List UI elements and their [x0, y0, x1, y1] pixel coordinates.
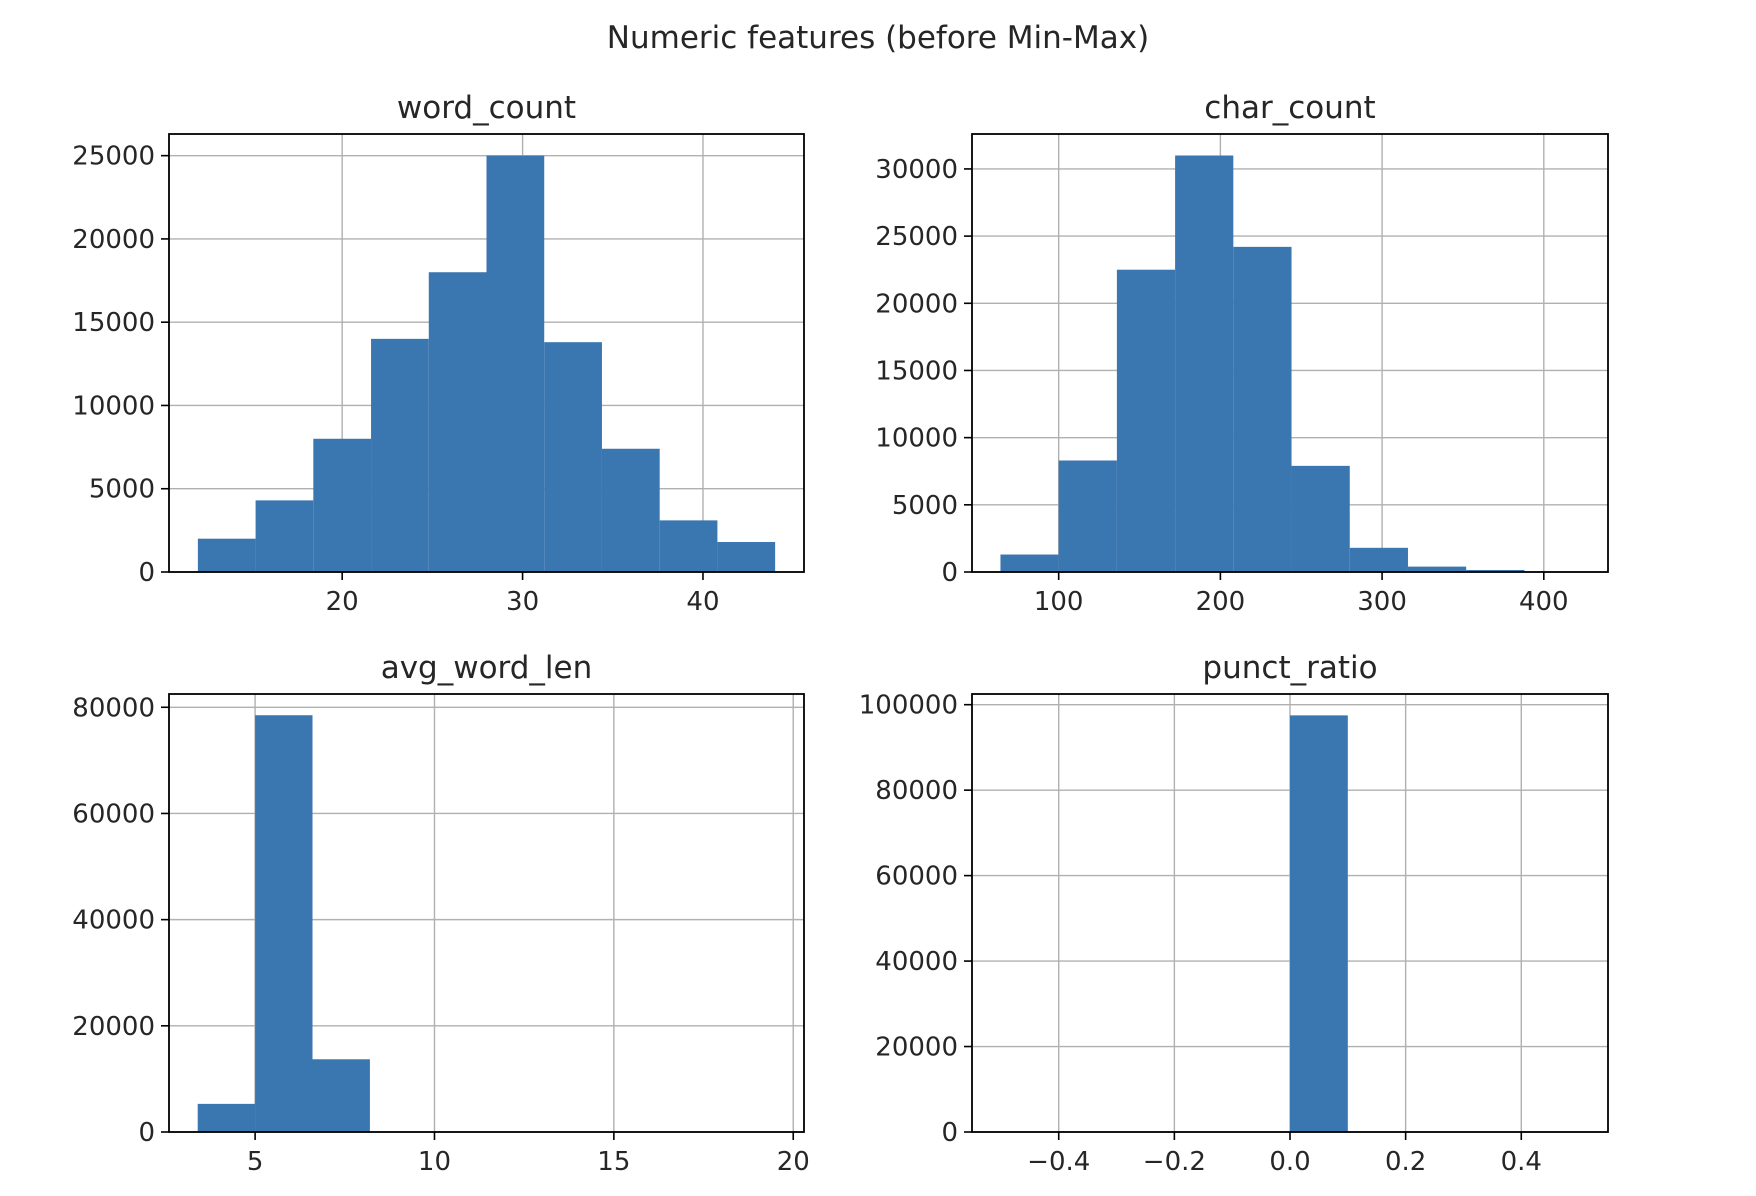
- punct-ratio-y-tick-label-4: 80000: [875, 776, 958, 806]
- word-count-bar-9: [717, 542, 776, 572]
- word-count-x-tick-label-2: 40: [686, 587, 719, 617]
- char-count-bar-4: [1233, 246, 1292, 573]
- word-count-y-tick-label-4: 20000: [72, 225, 155, 255]
- char-count-bar-5: [1291, 465, 1350, 572]
- word-count-y-tick-label-1: 5000: [89, 475, 155, 505]
- char-count-axes-frame: [971, 133, 1609, 573]
- avg-word-len-y-tick-label-0: 0: [138, 1118, 155, 1148]
- avg-word-len-panel: 5 10 15 20 0 20000 40000 60000 80000 avg_word_len: [72, 650, 810, 1177]
- punct-ratio-x-tick-label-0: −0.4: [1027, 1147, 1090, 1177]
- word-count-bar-5: [486, 155, 545, 572]
- avg-word-len-x-tick-label-2: 15: [597, 1147, 630, 1177]
- char-count-y-tick-label-3: 15000: [875, 356, 958, 386]
- char-count-panel: 100 200 300 400 0 5000 10000 15000 20000 25000 300…: [875, 90, 1609, 617]
- word-count-x-tick-label-1: 30: [506, 587, 539, 617]
- char-count-y-tick-label-2: 10000: [875, 424, 958, 454]
- figure-title: Numeric features (before Min-Max): [607, 20, 1149, 56]
- word-count-title: word_count: [397, 90, 576, 126]
- char-count-x-tick-label-0: 100: [1034, 587, 1084, 617]
- word-count-bar-8: [659, 520, 718, 572]
- char-count-y-tick-label-0: 0: [941, 558, 958, 588]
- avg-word-len-x-tick-label-3: 20: [777, 1147, 810, 1177]
- word-count-bar-1: [255, 500, 314, 572]
- avg-word-len-y-tick-label-2: 40000: [72, 906, 155, 936]
- word-count-x-tick-label-0: 20: [326, 587, 359, 617]
- avg-word-len-x-tick-label-1: 10: [418, 1147, 451, 1177]
- char-count-x-tick-label-3: 400: [1519, 587, 1569, 617]
- char-count-x-tick-label-2: 300: [1357, 587, 1407, 617]
- punct-ratio-x-tick-label-3: 0.2: [1385, 1147, 1426, 1177]
- word-count-y-tick-label-0: 0: [138, 558, 155, 588]
- word-count-bar-6: [544, 342, 602, 572]
- char-count-bar-7: [1407, 566, 1467, 572]
- char-count-x-tick-label-1: 200: [1196, 587, 1246, 617]
- word-count-y-tick-label-3: 15000: [72, 308, 155, 338]
- char-count-y-tick-label-1: 5000: [892, 491, 958, 521]
- char-count-bar-8: [1466, 569, 1525, 572]
- punct-ratio-y-tick-label-3: 60000: [875, 862, 958, 892]
- punct-ratio-y-tick-label-5: 100000: [859, 691, 958, 721]
- avg-word-len-bar-1: [255, 715, 313, 1132]
- word-count-bar-4: [428, 272, 487, 572]
- word-count-bar-2: [313, 438, 372, 572]
- word-count-bar-3: [371, 338, 429, 572]
- avg-word-len-title: avg_word_len: [381, 650, 593, 686]
- avg-word-len-y-tick-label-1: 20000: [72, 1012, 155, 1042]
- char-count-title: char_count: [1204, 90, 1375, 126]
- punct-ratio-x-tick-label-2: 0.0: [1269, 1147, 1310, 1177]
- char-count-bar-2: [1116, 269, 1176, 572]
- avg-word-len-bar-0: [197, 1103, 256, 1132]
- punct-ratio-panel: −0.4 −0.2 0.0 0.2 0.4 0 20000 40000 60000 80000 10…: [859, 650, 1609, 1177]
- punct-ratio-x-tick-label-4: 0.4: [1501, 1147, 1542, 1177]
- char-count-bar-6: [1349, 547, 1408, 572]
- punct-ratio-bar-5: [1290, 715, 1348, 1132]
- word-count-bar-0: [197, 538, 256, 572]
- avg-word-len-bar-2: [312, 1059, 370, 1132]
- word-count-bar-7: [601, 448, 660, 572]
- punct-ratio-y-tick-label-2: 40000: [875, 947, 958, 977]
- word-count-panel: 20 30 40 0 5000 10000 15000 20000 25000 word_coun…: [72, 90, 805, 617]
- char-count-bar-1: [1058, 460, 1117, 572]
- punct-ratio-x-tick-label-1: −0.2: [1143, 1147, 1206, 1177]
- char-count-y-tick-label-5: 25000: [875, 222, 958, 252]
- punct-ratio-title: punct_ratio: [1202, 650, 1377, 686]
- punct-ratio-y-tick-label-0: 0: [941, 1118, 958, 1148]
- word-count-y-tick-label-2: 10000: [72, 391, 155, 421]
- char-count-bar-0: [1000, 554, 1059, 572]
- word-count-y-tick-label-5: 25000: [72, 142, 155, 172]
- avg-word-len-y-tick-label-3: 60000: [72, 799, 155, 829]
- char-count-y-tick-label-4: 20000: [875, 289, 958, 319]
- subplot-grid: 20 30 400500010000150002000025000word_coun…: [72, 90, 1609, 1177]
- word-count-axes-frame: [168, 133, 805, 573]
- avg-word-len-axes-frame: [168, 693, 805, 1133]
- avg-word-len-x-tick-label-0: 5: [247, 1147, 264, 1177]
- avg-word-len-y-tick-label-4: 80000: [72, 693, 155, 723]
- punct-ratio-y-tick-label-1: 20000: [875, 1033, 958, 1063]
- char-count-y-tick-label-6: 30000: [875, 155, 958, 185]
- char-count-bar-3: [1175, 155, 1234, 572]
